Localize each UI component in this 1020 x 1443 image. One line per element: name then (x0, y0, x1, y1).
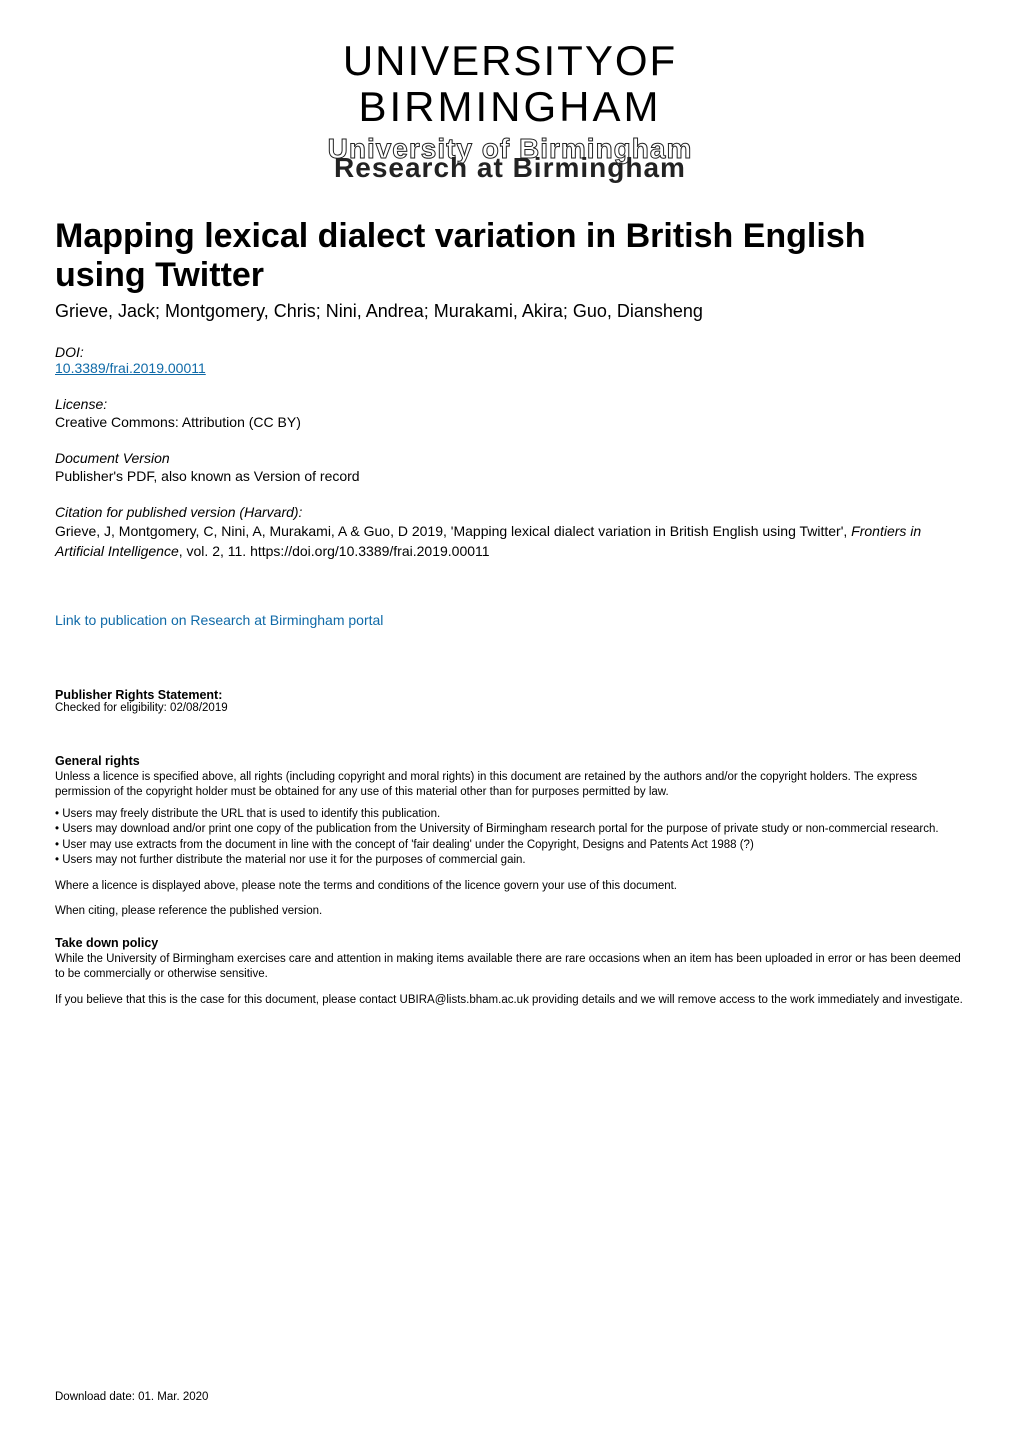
doi-label: DOI: (55, 344, 965, 360)
rights-bullet: • Users may not further distribute the m… (55, 853, 965, 869)
rights-bullet: • Users may freely distribute the URL th… (55, 807, 965, 823)
citation-text: Grieve, J, Montgomery, C, Nini, A, Murak… (55, 522, 965, 561)
license-text: Creative Commons: Attribution (CC BY) (55, 414, 965, 430)
licence-note: Where a licence is displayed above, plea… (55, 879, 965, 895)
authors: Grieve, Jack; Montgomery, Chris; Nini, A… (55, 301, 965, 322)
general-rights-header: General rights (55, 754, 965, 768)
citing-note: When citing, please reference the publis… (55, 904, 965, 920)
takedown-p2: If you believe that this is the case for… (55, 993, 965, 1009)
license-block: License: Creative Commons: Attribution (… (55, 396, 965, 430)
doi-anchor[interactable]: 10.3389/frai.2019.00011 (55, 360, 206, 376)
citation-mid: , vol. 2, 11. (179, 543, 250, 559)
doi-link[interactable]: 10.3389/frai.2019.00011 (55, 360, 965, 376)
citation-pre: Grieve, J, Montgomery, C, Nini, A, Murak… (55, 523, 851, 539)
takedown-p1: While the University of Birmingham exerc… (55, 952, 965, 983)
publisher-rights-text: Checked for eligibility: 02/08/2019 (55, 702, 965, 714)
rights-bullet: • Users may download and/or print one co… (55, 822, 965, 838)
takedown-section: Take down policy While the University of… (55, 936, 965, 1009)
institution-header: UNIVERSITYOF BIRMINGHAM University of Bi… (55, 40, 965, 182)
license-label: License: (55, 396, 965, 412)
general-rights-section: General rights Unless a licence is speci… (55, 754, 965, 920)
institution-line2: BIRMINGHAM (55, 86, 965, 128)
portal-link[interactable]: Link to publication on Research at Birmi… (55, 612, 965, 628)
institution-line1: UNIVERSITYOF (55, 40, 965, 82)
doc-version-label: Document Version (55, 450, 965, 466)
takedown-header: Take down policy (55, 936, 965, 950)
publisher-rights-block: Publisher Rights Statement: Checked for … (55, 688, 965, 714)
general-rights-body: Unless a licence is specified above, all… (55, 770, 965, 801)
title-line2: using Twitter (55, 256, 264, 294)
subhead-solid: Research at Birmingham (328, 155, 693, 180)
citation-doi-url: https://doi.org/10.3389/frai.2019.00011 (250, 543, 489, 559)
rights-bullet: • User may use extracts from the documen… (55, 838, 965, 854)
title-line1: Mapping lexical dialect variation in Bri… (55, 217, 866, 255)
paper-title: Mapping lexical dialect variation in Bri… (55, 217, 965, 295)
doi-block: DOI: 10.3389/frai.2019.00011 (55, 344, 965, 376)
publisher-rights-label: Publisher Rights Statement: (55, 688, 965, 702)
citation-label: Citation for published version (Harvard)… (55, 504, 965, 520)
doc-version-block: Document Version Publisher's PDF, also k… (55, 450, 965, 484)
institution-subhead: University of Birmingham Research at Bir… (328, 136, 693, 180)
general-rights-bullets: • Users may freely distribute the URL th… (55, 807, 965, 869)
download-date: Download date: 01. Mar. 2020 (55, 1391, 208, 1403)
doc-version-text: Publisher's PDF, also known as Version o… (55, 468, 965, 484)
citation-block: Citation for published version (Harvard)… (55, 504, 965, 561)
